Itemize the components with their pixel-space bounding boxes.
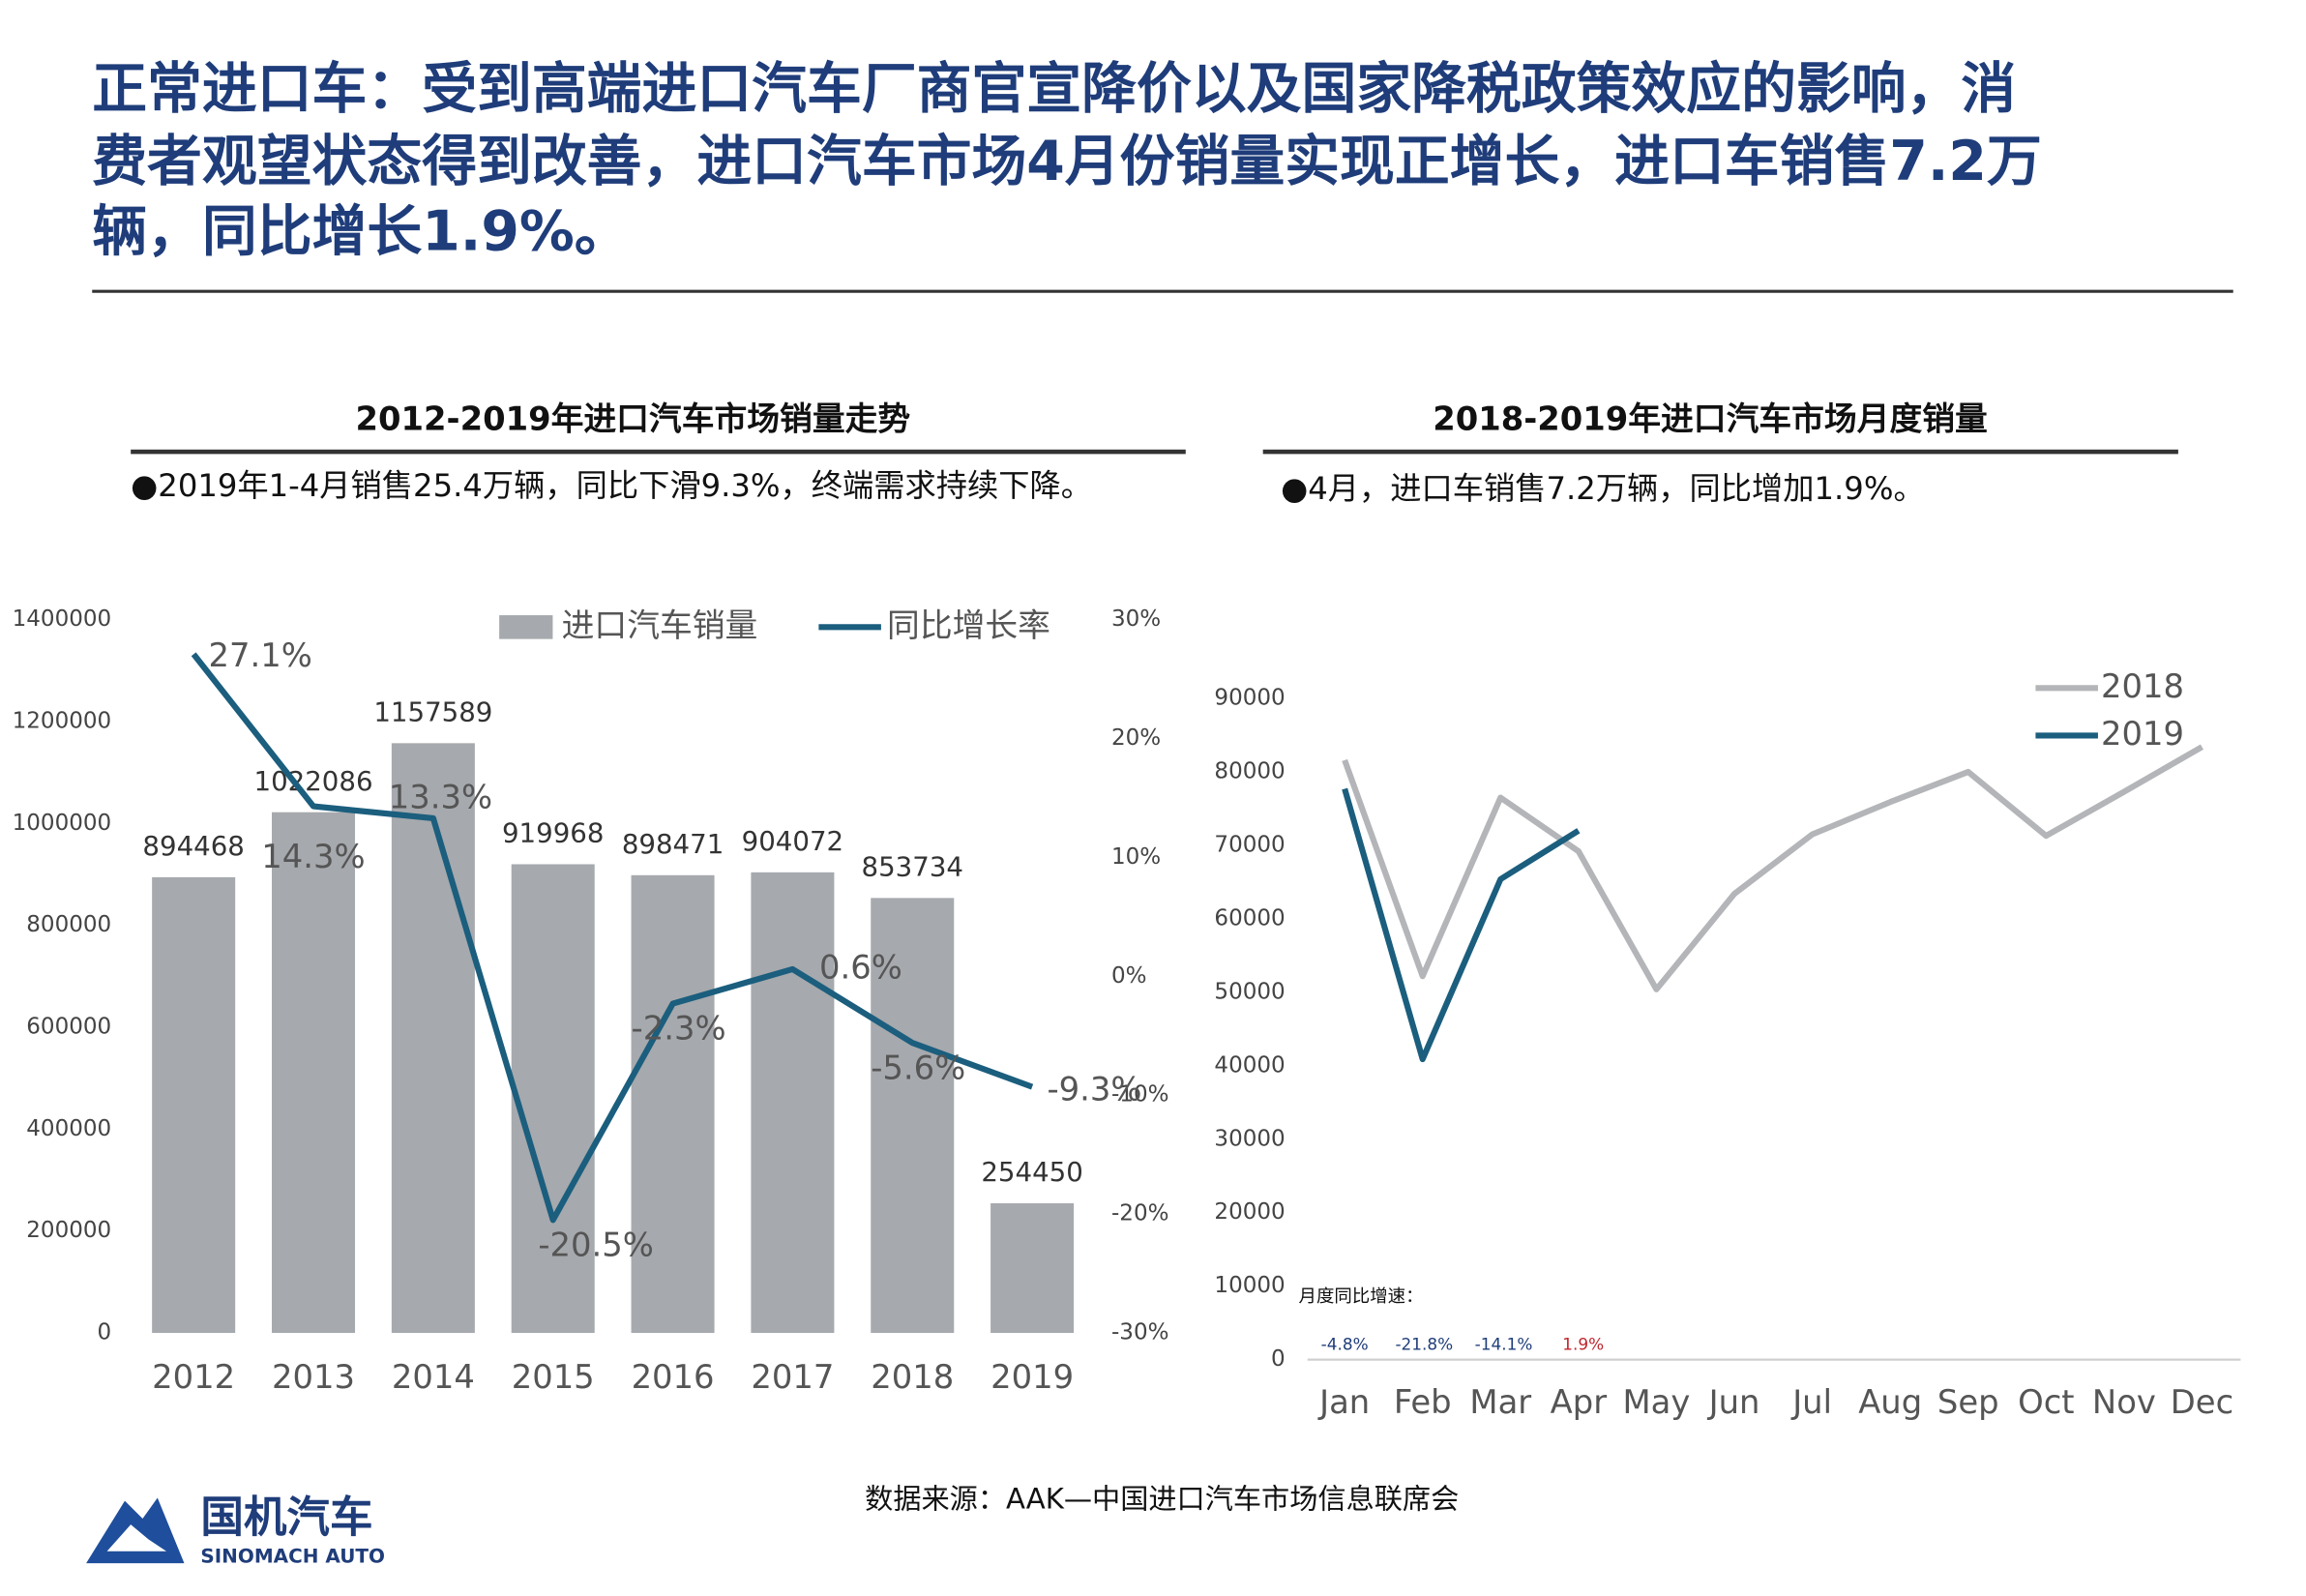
y-tick-label: 30000 xyxy=(1214,1126,1285,1151)
bar xyxy=(511,864,595,1333)
y-tick-label: 40000 xyxy=(1214,1052,1285,1078)
bar-value-label: 898471 xyxy=(622,828,724,860)
y2-tick-label: -30% xyxy=(1111,1319,1169,1345)
bar xyxy=(751,872,835,1333)
logo: 国机汽车 SINOMACH AUTO xyxy=(86,1493,385,1567)
x-tick-label: 2013 xyxy=(272,1358,355,1396)
headline: 辆，同比增长1.9%。 xyxy=(92,199,629,263)
legend-label: 进口汽车销量 xyxy=(562,606,758,644)
y-tick-label: 0 xyxy=(1271,1346,1286,1372)
bar xyxy=(631,874,715,1333)
chart-title: 2012-2019年进口汽车市场销量走势 xyxy=(356,399,911,437)
line-series xyxy=(1342,744,2204,992)
x-tick-label: Dec xyxy=(2171,1383,2233,1421)
y-tick-label: 10000 xyxy=(1214,1273,1285,1298)
legend-swatch xyxy=(499,615,553,639)
x-tick-label: Jun xyxy=(1707,1383,1760,1421)
bar-value-label: 1157589 xyxy=(373,696,492,728)
y-tick-label: 20000 xyxy=(1214,1199,1285,1225)
legend-label: 2019 xyxy=(2101,715,2184,753)
y-tick-label: 50000 xyxy=(1214,979,1285,1004)
y-tick-label: 0 xyxy=(98,1319,112,1345)
line-value-label: 14.3% xyxy=(261,838,365,875)
line-series xyxy=(1342,787,1581,1063)
annotation-title: 月度同比增速： xyxy=(1299,1286,1424,1307)
line-value-label: -9.3% xyxy=(1047,1071,1141,1108)
bar-value-label: 254450 xyxy=(981,1156,1082,1188)
chart-subtitle: ●4月，进口车销售7.2万辆，同比增加1.9%。 xyxy=(1281,470,1925,507)
y2-tick-label: 20% xyxy=(1111,725,1161,751)
x-tick-label: Oct xyxy=(2018,1383,2074,1421)
line-value-label: 0.6% xyxy=(819,948,902,986)
y2-tick-label: 10% xyxy=(1111,844,1161,870)
y-tick-label: 800000 xyxy=(26,912,111,937)
y-tick-label: 400000 xyxy=(26,1116,111,1141)
line-value-label: -20.5% xyxy=(538,1226,654,1263)
chart-subtitle: ●2019年1-4月销售25.4万辆，同比下滑9.3%，终端需求持续下降。 xyxy=(131,467,1092,504)
y-tick-label: 1200000 xyxy=(13,709,112,734)
x-tick-label: Aug xyxy=(1858,1383,1922,1421)
annotation-label: -21.8% xyxy=(1395,1334,1453,1353)
bar xyxy=(272,812,356,1333)
y2-tick-label: -10% xyxy=(1111,1082,1169,1108)
y-tick-label: 70000 xyxy=(1214,832,1285,857)
y2-tick-label: 30% xyxy=(1111,606,1161,632)
bar-value-label: 853734 xyxy=(862,851,963,883)
x-tick-label: 2018 xyxy=(871,1358,954,1396)
x-tick-label: 2012 xyxy=(152,1358,235,1396)
x-tick-label: Apr xyxy=(1551,1383,1608,1421)
bar xyxy=(152,876,236,1333)
y-tick-label: 200000 xyxy=(26,1218,111,1243)
legend-label: 同比增长率 xyxy=(887,606,1050,644)
y2-tick-label: -20% xyxy=(1111,1201,1169,1227)
x-tick-label: Sep xyxy=(1937,1383,1999,1421)
bar-value-label: 1022086 xyxy=(254,765,373,797)
annotation-label: -4.8% xyxy=(1321,1334,1369,1353)
annotation-label: -14.1% xyxy=(1475,1334,1533,1353)
bar-value-label: 894468 xyxy=(142,830,244,862)
x-tick-label: Jan xyxy=(1317,1383,1370,1421)
y-tick-label: 600000 xyxy=(26,1014,111,1039)
x-tick-label: Feb xyxy=(1394,1383,1452,1421)
headline: 费者观望状态得到改善，进口汽车市场4月份销量实现正增长，进口车销售7.2万 xyxy=(92,130,2042,193)
x-tick-label: Jul xyxy=(1790,1383,1832,1421)
x-tick-label: Nov xyxy=(2092,1383,2156,1421)
x-tick-label: 2014 xyxy=(392,1358,475,1396)
x-tick-label: 2016 xyxy=(632,1358,715,1396)
line-value-label: 13.3% xyxy=(389,778,492,815)
y2-tick-label: 0% xyxy=(1111,963,1147,989)
line-value-label: -2.3% xyxy=(632,1010,726,1048)
line-value-label: -5.6% xyxy=(871,1049,965,1086)
line-series xyxy=(191,652,1034,1224)
annotation-label: 1.9% xyxy=(1562,1334,1604,1353)
bar xyxy=(990,1202,1075,1333)
headline: 正常进口车：受到高端进口汽车厂商官宣降价以及国家降税政策效应的影响，消 xyxy=(92,57,2016,121)
x-tick-label: 2015 xyxy=(512,1358,595,1396)
logo-en: SINOMACH AUTO xyxy=(200,1544,385,1567)
logo-name: 国机汽车 xyxy=(200,1493,372,1543)
source: 数据来源：AAK—中国进口汽车市场信息联席会 xyxy=(865,1483,1459,1516)
line-value-label: 27.1% xyxy=(209,636,312,674)
logo-mark xyxy=(106,1524,167,1552)
x-tick-label: May xyxy=(1623,1383,1691,1421)
y-tick-label: 1000000 xyxy=(13,811,112,836)
x-tick-label: 2017 xyxy=(751,1358,834,1396)
y-tick-label: 90000 xyxy=(1214,686,1285,711)
chart-title: 2018-2019年进口汽车市场月度销量 xyxy=(1433,399,1988,437)
bar-value-label: 904072 xyxy=(742,825,843,857)
y-tick-label: 1400000 xyxy=(13,606,112,632)
bar-value-label: 919968 xyxy=(502,817,604,849)
x-tick-label: 2019 xyxy=(990,1358,1074,1396)
y-tick-label: 80000 xyxy=(1214,759,1285,784)
x-tick-label: Mar xyxy=(1469,1383,1531,1421)
legend-label: 2018 xyxy=(2101,667,2184,705)
bar xyxy=(871,898,955,1333)
bar xyxy=(391,743,475,1333)
y-tick-label: 60000 xyxy=(1214,905,1285,931)
